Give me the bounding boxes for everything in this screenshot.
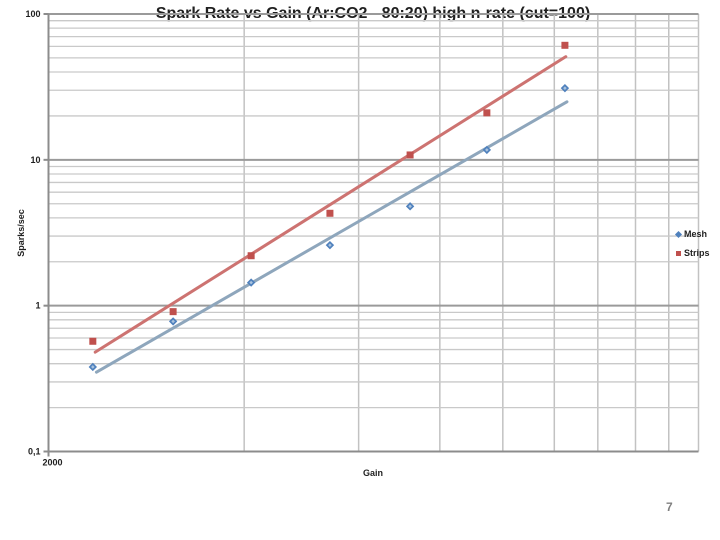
strips-trendline-group [93, 55, 568, 354]
mesh-data-point-highlight [249, 280, 253, 285]
mesh-data-point-highlight [408, 204, 412, 209]
y-tick-label: 10 [30, 155, 40, 165]
strips-data-point [89, 337, 97, 345]
x-tick-label: 2000 [42, 458, 62, 468]
vertical-gridlines [243, 14, 700, 452]
strips-trendline [93, 55, 568, 354]
strips-square-icon [676, 250, 681, 256]
mesh-trendline-group [94, 100, 569, 374]
mesh-diamond-icon [674, 230, 683, 238]
y-tick-label: 1 [35, 301, 40, 311]
mesh-data-point-highlight [485, 148, 489, 152]
legend-label-mesh: Mesh [684, 229, 708, 239]
y-tick-label: 100 [25, 9, 40, 19]
mesh-data-point-highlight [328, 243, 332, 247]
chart-legend: Mesh Strips [674, 229, 710, 258]
legend-item-strips: Strips [676, 248, 710, 258]
minor-horizontal-gridlines [48, 20, 699, 409]
mesh-markers [88, 83, 570, 372]
strips-data-point [561, 41, 569, 49]
axes [43, 13, 699, 457]
strips-data-point [483, 109, 491, 117]
y-tick-label: 0,1 [28, 447, 41, 457]
strips-data-point [169, 308, 177, 316]
y-axis-title: Sparks/sec [16, 209, 26, 257]
strips-data-point [326, 209, 334, 217]
strips-data-point [247, 252, 255, 260]
strips-markers [89, 41, 569, 345]
x-axis-title: Gain [362, 468, 383, 478]
mesh-trendline [94, 100, 569, 374]
mesh-data-point-highlight [563, 86, 567, 90]
mesh-data-point-highlight [91, 365, 95, 369]
legend-label-strips: Strips [684, 248, 710, 258]
strips-data-point [406, 151, 414, 159]
legend-item-mesh: Mesh [674, 229, 710, 239]
slide-page-number: 7 [666, 500, 673, 514]
major-horizontal-gridlines [48, 13, 699, 453]
mesh-data-point-highlight [171, 319, 175, 324]
